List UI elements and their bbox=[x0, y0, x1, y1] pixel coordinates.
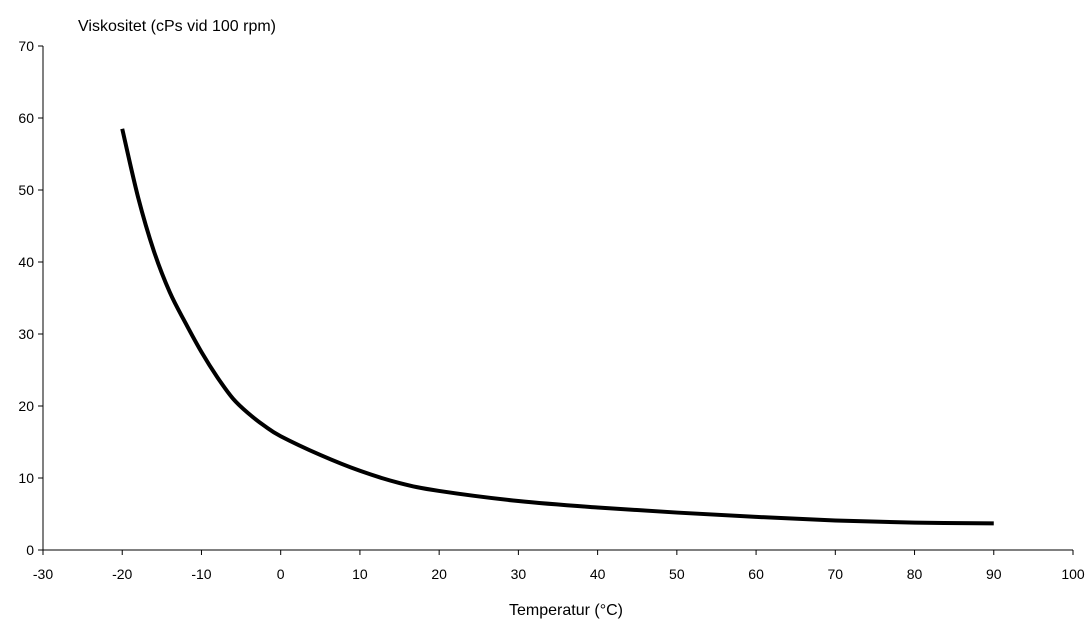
y-tick-label: 70 bbox=[18, 38, 34, 54]
y-tick-label: 10 bbox=[18, 470, 34, 486]
x-tick-label: 50 bbox=[669, 566, 685, 582]
y-axis-title: Viskositet (cPs vid 100 rpm) bbox=[78, 18, 276, 35]
y-tick-label: 30 bbox=[18, 326, 34, 342]
x-tick-label: 90 bbox=[986, 566, 1002, 582]
axes bbox=[42, 46, 1073, 551]
x-tick-label: 20 bbox=[431, 566, 447, 582]
x-tick-label: 10 bbox=[352, 566, 368, 582]
x-tick-label: -30 bbox=[33, 566, 53, 582]
x-ticks: -30 -20 -10 0 10 20 30 40 50 60 70 80 90 100 bbox=[33, 550, 1085, 582]
x-tick-label: 100 bbox=[1061, 566, 1085, 582]
x-tick-label: 30 bbox=[511, 566, 527, 582]
x-tick-label: 80 bbox=[907, 566, 923, 582]
x-tick-label: -10 bbox=[191, 566, 211, 582]
x-tick-label: 60 bbox=[748, 566, 764, 582]
y-tick-label: 60 bbox=[18, 110, 34, 126]
x-tick-label: 0 bbox=[277, 566, 285, 582]
x-tick-label: 40 bbox=[590, 566, 606, 582]
x-axis-title: Temperatur (°C) bbox=[509, 602, 623, 619]
y-tick-label: 40 bbox=[18, 254, 34, 270]
series-line-0 bbox=[120, 128, 994, 526]
y-tick-label: 20 bbox=[18, 398, 34, 414]
y-tick-label: 50 bbox=[18, 182, 34, 198]
y-ticks: 0 10 20 30 40 50 60 70 bbox=[18, 38, 43, 558]
x-tick-label: -20 bbox=[112, 566, 132, 582]
series bbox=[120, 128, 994, 526]
y-tick-label: 0 bbox=[26, 542, 34, 558]
x-tick-label: 70 bbox=[828, 566, 844, 582]
